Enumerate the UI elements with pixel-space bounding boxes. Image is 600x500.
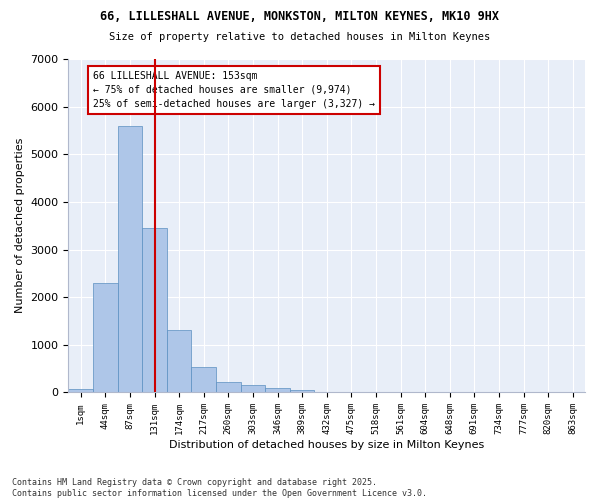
X-axis label: Distribution of detached houses by size in Milton Keynes: Distribution of detached houses by size … — [169, 440, 484, 450]
Bar — [290, 390, 314, 392]
Text: Contains HM Land Registry data © Crown copyright and database right 2025.
Contai: Contains HM Land Registry data © Crown c… — [12, 478, 427, 498]
Text: 66, LILLESHALL AVENUE, MONKSTON, MILTON KEYNES, MK10 9HX: 66, LILLESHALL AVENUE, MONKSTON, MILTON … — [101, 10, 499, 23]
Text: 66 LILLESHALL AVENUE: 153sqm
← 75% of detached houses are smaller (9,974)
25% of: 66 LILLESHALL AVENUE: 153sqm ← 75% of de… — [93, 71, 375, 109]
Bar — [167, 330, 191, 392]
Bar — [191, 366, 216, 392]
Bar — [142, 228, 167, 392]
Bar — [216, 382, 241, 392]
Y-axis label: Number of detached properties: Number of detached properties — [15, 138, 25, 314]
Bar — [241, 386, 265, 392]
Bar — [265, 388, 290, 392]
Text: Size of property relative to detached houses in Milton Keynes: Size of property relative to detached ho… — [109, 32, 491, 42]
Bar — [93, 283, 118, 393]
Bar — [118, 126, 142, 392]
Bar — [68, 389, 93, 392]
